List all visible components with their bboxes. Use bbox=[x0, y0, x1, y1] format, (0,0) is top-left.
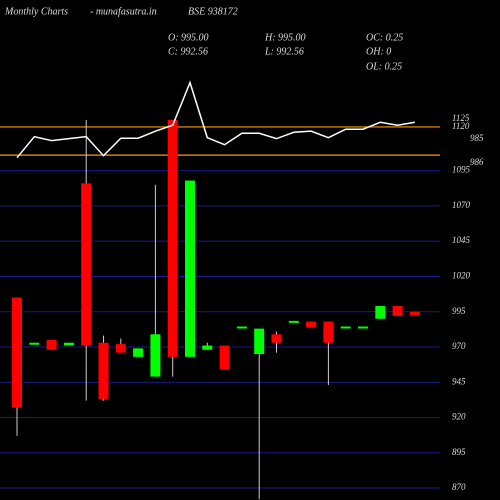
y-tick-label: 945 bbox=[452, 376, 466, 386]
candle-body bbox=[409, 311, 420, 316]
y-tick-label: 920 bbox=[452, 412, 466, 422]
overlay-label: 986 bbox=[470, 157, 484, 167]
y-tick-label: 995 bbox=[452, 306, 466, 316]
candle-body bbox=[375, 306, 386, 319]
candle-body bbox=[63, 342, 74, 346]
info-label: O: 995.00 bbox=[168, 32, 209, 43]
candle-body bbox=[323, 321, 334, 343]
y-tick-label: 1045 bbox=[452, 235, 471, 245]
candle-body bbox=[150, 334, 161, 377]
y-tick-label: 1070 bbox=[452, 200, 471, 210]
candle-body bbox=[219, 345, 230, 370]
candle-body bbox=[29, 342, 40, 345]
y-tick-label: 1020 bbox=[452, 271, 471, 281]
overlay-label: 1120 bbox=[452, 121, 470, 131]
candle-body bbox=[392, 306, 403, 316]
candle-body bbox=[185, 180, 195, 357]
candle-body bbox=[81, 183, 92, 346]
candle-body bbox=[271, 334, 282, 343]
info-label: OL: 0.25 bbox=[366, 61, 402, 72]
candle-body bbox=[46, 339, 57, 350]
candle-body bbox=[288, 320, 299, 323]
overlay-line bbox=[16, 80, 416, 159]
y-tick-label: 1095 bbox=[452, 165, 471, 175]
chart-title: Monthly Charts bbox=[4, 6, 68, 17]
candle-body bbox=[306, 321, 317, 328]
info-label: H: 995.00 bbox=[264, 32, 306, 43]
candle-body bbox=[236, 326, 247, 329]
chart-subtitle: - munafasutra.in bbox=[90, 6, 157, 17]
candle-body bbox=[98, 342, 109, 400]
info-label: L: 992.56 bbox=[264, 46, 304, 57]
symbol: BSE 938172 bbox=[188, 6, 238, 17]
info-label: C: 992.56 bbox=[168, 46, 208, 57]
candle-body bbox=[340, 326, 351, 329]
y-tick-label: 870 bbox=[452, 482, 466, 492]
candle-body bbox=[202, 345, 213, 350]
candle-body bbox=[167, 119, 178, 357]
candle-body bbox=[254, 328, 265, 355]
overlay-label: 985 bbox=[470, 133, 484, 143]
candle-body bbox=[12, 297, 22, 408]
overlay-label: 1125 bbox=[452, 113, 470, 123]
candle-body bbox=[133, 348, 144, 357]
info-label: OC: 0.25 bbox=[366, 32, 403, 43]
y-tick-label: 895 bbox=[452, 447, 466, 457]
candle-body bbox=[358, 326, 368, 329]
candle-body bbox=[115, 344, 126, 353]
y-tick-label: 970 bbox=[452, 341, 466, 351]
info-label: OH: 0 bbox=[366, 46, 391, 57]
